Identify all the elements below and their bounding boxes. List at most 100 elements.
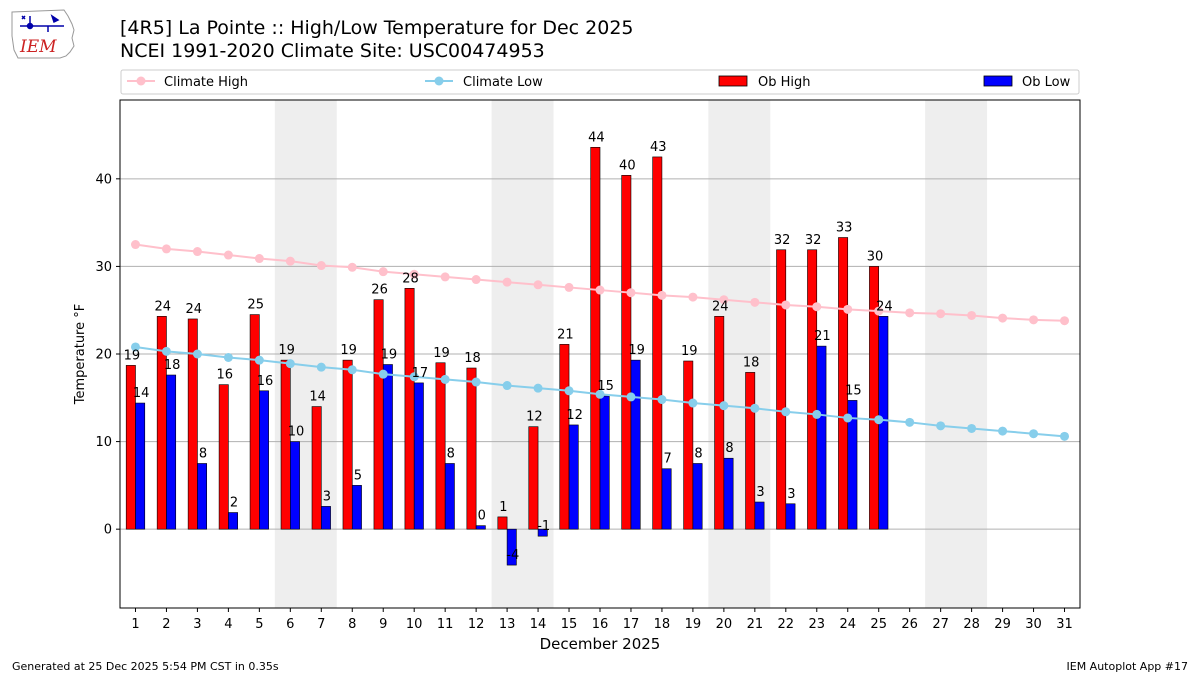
climate-high-point <box>347 262 357 272</box>
x-tick-label: 25 <box>870 617 887 632</box>
ob-low-value-label: 15 <box>597 379 614 394</box>
ob-low-value-label: 18 <box>164 358 181 373</box>
climate-high-point <box>874 306 884 316</box>
ob-low-value-label: 16 <box>257 374 274 389</box>
legend-climate-low-marker <box>434 76 444 86</box>
ob-low-value-label: 17 <box>412 366 429 381</box>
x-tick-label: 9 <box>379 617 387 632</box>
climate-low-point <box>595 389 605 399</box>
ob-low-bar <box>599 395 610 530</box>
climate-high-point <box>967 310 977 320</box>
climate-high-point <box>254 254 264 264</box>
climate-low-point <box>192 349 202 359</box>
ob-low-value-label: 19 <box>628 343 645 358</box>
ob-high-bar <box>497 516 508 530</box>
climate-high-point <box>161 244 171 254</box>
ob-low-bar <box>197 463 208 530</box>
x-axis: 1 2 3 4 5 6 7 8 9 10 11 12 13 14 15 16 17 18 19 20 21 22 23 24 2… <box>131 608 1073 632</box>
climate-high-point <box>781 300 791 310</box>
ob-low-bar <box>568 424 579 530</box>
ob-high-value-label: 18 <box>464 351 481 366</box>
climate-high-point <box>936 309 946 319</box>
x-tick-label: 7 <box>317 617 325 632</box>
ob-high-bar <box>590 146 601 530</box>
y-tick-label: 20 <box>95 348 112 363</box>
climate-high-point <box>688 292 698 302</box>
x-tick-label: 21 <box>747 617 764 632</box>
x-tick-label: 12 <box>468 617 485 632</box>
x-tick-label: 1 <box>131 617 139 632</box>
climate-low-point <box>130 342 140 352</box>
climate-lines <box>130 240 1070 441</box>
climate-high-point <box>626 288 636 298</box>
ob-high-value-label: 32 <box>774 233 791 248</box>
legend-climate-high-label: Climate High <box>164 75 248 90</box>
ob-low-bar <box>506 528 517 566</box>
generated-footnote: Generated at 25 Dec 2025 5:54 PM CST in … <box>12 660 279 673</box>
ob-low-value-label: 7 <box>663 452 671 467</box>
ob-high-value-label: 26 <box>371 283 388 298</box>
ob-high-value-label: 24 <box>155 299 172 314</box>
ob-low-value-label: 2 <box>230 496 238 511</box>
ob-high-value-label: 44 <box>588 130 605 145</box>
ob-low-value-label: 14 <box>133 386 150 401</box>
climate-low-point <box>285 359 295 369</box>
climate-low-point <box>781 407 791 417</box>
ob-low-bar <box>166 374 177 530</box>
climate-low-point <box>967 423 977 433</box>
ob-high-value-label: 16 <box>216 368 233 383</box>
x-tick-label: 30 <box>1025 617 1042 632</box>
ob-low-value-label: -1 <box>537 519 550 534</box>
x-tick-label: 5 <box>255 617 263 632</box>
ob-low-bar <box>661 468 672 530</box>
climate-high-point <box>1060 316 1070 326</box>
climate-low-point <box>998 426 1008 436</box>
ob-high-value-label: 12 <box>526 410 543 425</box>
ob-high-bar <box>435 362 446 530</box>
x-tick-label: 17 <box>623 617 640 632</box>
x-tick-label: 31 <box>1056 617 1073 632</box>
climate-low-point <box>657 395 667 405</box>
ob-low-value-label: 3 <box>787 487 795 502</box>
climate-low-point <box>688 398 698 408</box>
climate-low-point <box>936 421 946 431</box>
climate-high-point <box>440 272 450 282</box>
ob-low-value-label: 10 <box>288 425 305 440</box>
ob-high-value-label: 32 <box>805 233 822 248</box>
x-tick-label: 29 <box>994 617 1011 632</box>
x-tick-label: 4 <box>224 617 232 632</box>
ob-high-value-label: 19 <box>278 343 295 358</box>
ob-high-value-label: 21 <box>557 327 574 342</box>
y-tick-label: 0 <box>104 523 112 538</box>
ob-low-value-label: 21 <box>814 329 831 344</box>
legend-climate-low-label: Climate Low <box>463 75 543 90</box>
climate-low-point <box>440 374 450 384</box>
climate-high-point <box>750 297 760 307</box>
chart-title: [4R5] La Pointe :: High/Low Temperature … <box>120 17 634 39</box>
ob-low-value-label: 8 <box>199 446 207 461</box>
climate-high-point <box>130 240 140 250</box>
app-footnote: IEM Autoplot App #17 <box>1066 660 1189 673</box>
x-tick-label: 27 <box>932 617 949 632</box>
y-axis-label: Temperature °F <box>73 304 88 405</box>
ob-high-bar <box>218 384 229 530</box>
climate-high-point <box>502 277 512 287</box>
ob-high-value-label: 19 <box>681 344 698 359</box>
x-tick-label: 16 <box>592 617 609 632</box>
ob-high-bar <box>373 299 384 530</box>
ob-high-value-label: 14 <box>309 390 326 405</box>
ob-low-bar <box>290 441 300 530</box>
ob-high-value-label: 33 <box>836 221 853 236</box>
ob-low-bar <box>444 463 455 530</box>
ob-high-bar <box>187 318 198 530</box>
ob-low-bar <box>259 390 269 530</box>
climate-high-point <box>1029 315 1039 325</box>
ob-high-value-label: 19 <box>433 346 450 361</box>
ob-low-bar <box>351 485 362 530</box>
x-tick-label: 22 <box>778 617 795 632</box>
ob-high-value-label: 43 <box>650 140 667 155</box>
ob-low-bar <box>847 400 858 530</box>
ob-low-bar <box>382 364 393 530</box>
climate-high-point <box>564 282 574 292</box>
x-axis-label: December 2025 <box>540 635 661 653</box>
